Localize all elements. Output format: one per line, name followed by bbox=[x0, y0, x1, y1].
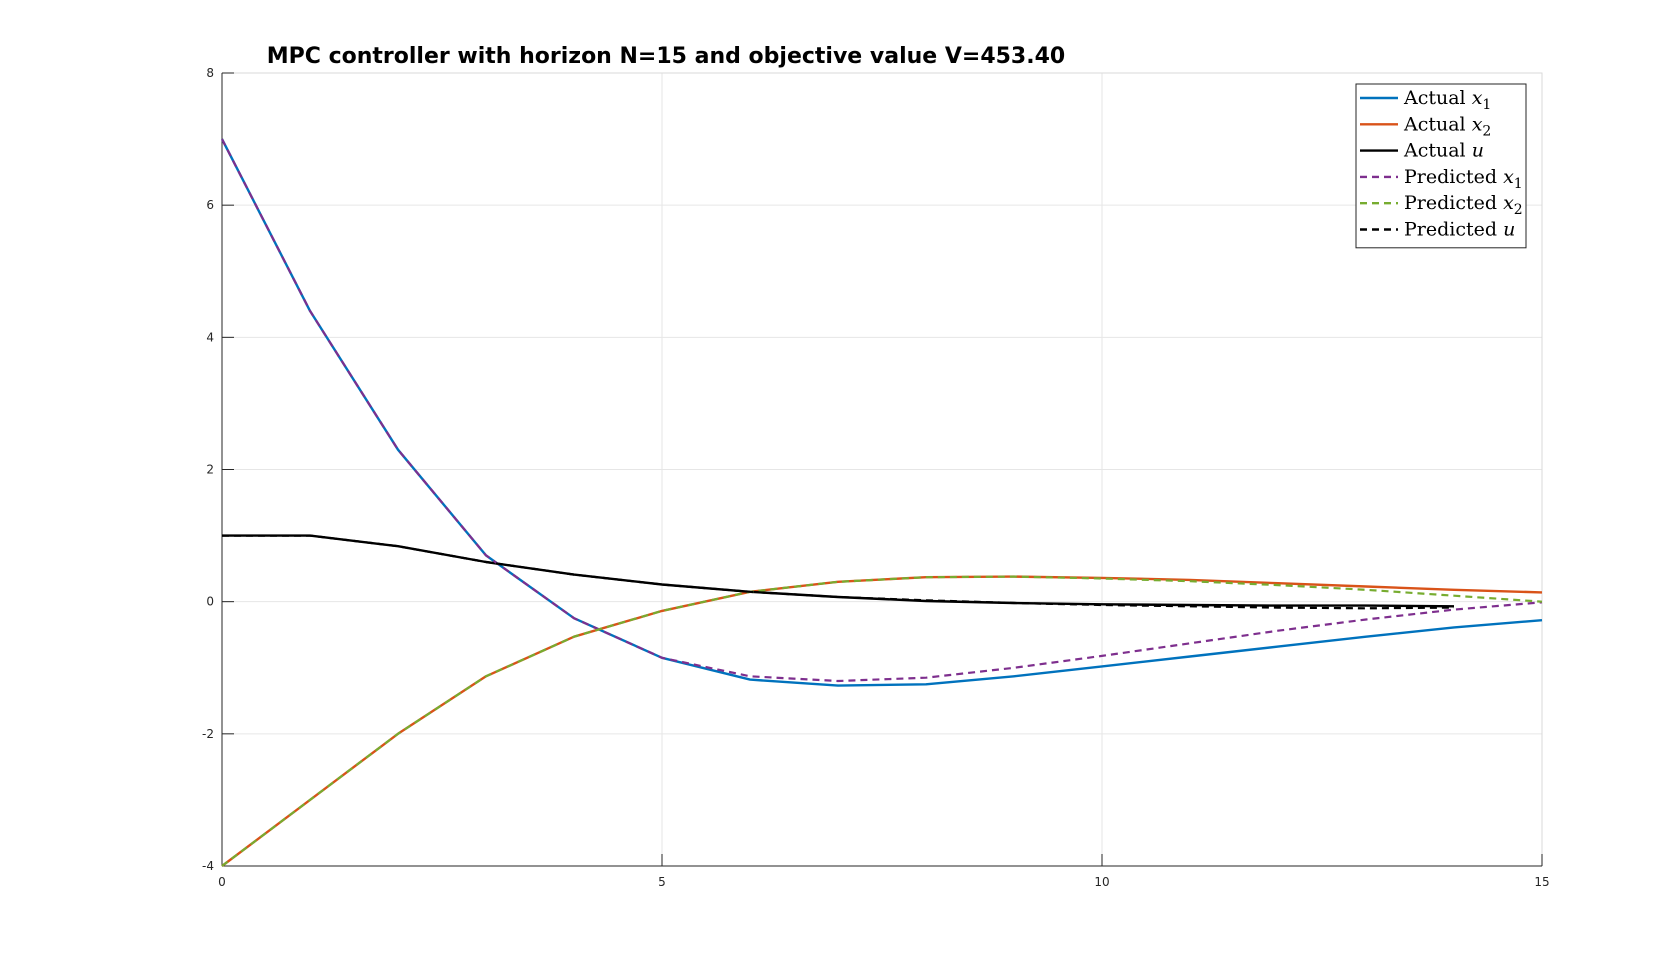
series-lines bbox=[220, 138, 1543, 867]
y-tick-label: 0 bbox=[206, 595, 214, 609]
x-tick-label: 15 bbox=[1534, 875, 1549, 889]
series-line-predicted-x2 bbox=[221, 575, 1543, 867]
series-line-predicted-u bbox=[222, 534, 1455, 610]
y-tick-label: -2 bbox=[202, 727, 214, 741]
legend-label: Actual u bbox=[1403, 140, 1484, 162]
y-tick-label: 2 bbox=[206, 463, 214, 477]
legend-box bbox=[1355, 83, 1527, 249]
y-tick-label: 4 bbox=[206, 330, 214, 344]
axes: 0 5 10 15 -4 -2 0 2 4 6 8 bbox=[202, 66, 1550, 889]
chart-title: MPC controller with horizon N=15 and obj… bbox=[267, 44, 1065, 69]
legend-label: Predicted x2 bbox=[1404, 192, 1523, 218]
x-tick-label: 10 bbox=[1094, 875, 1109, 889]
y-tick-label: 8 bbox=[206, 66, 214, 80]
legend-label: Predicted u bbox=[1404, 219, 1515, 241]
y-tick-label: -4 bbox=[202, 859, 214, 873]
legend-label: Actual x1 bbox=[1403, 87, 1491, 113]
series-line-predicted-x1 bbox=[221, 138, 1543, 683]
grid bbox=[222, 73, 1542, 866]
legend-label: Actual x2 bbox=[1403, 113, 1491, 139]
legend-label: Predicted x1 bbox=[1404, 166, 1523, 192]
x-tick-label: 0 bbox=[218, 875, 226, 889]
y-tick-label: 6 bbox=[206, 198, 214, 212]
x-tick-label: 5 bbox=[658, 875, 666, 889]
